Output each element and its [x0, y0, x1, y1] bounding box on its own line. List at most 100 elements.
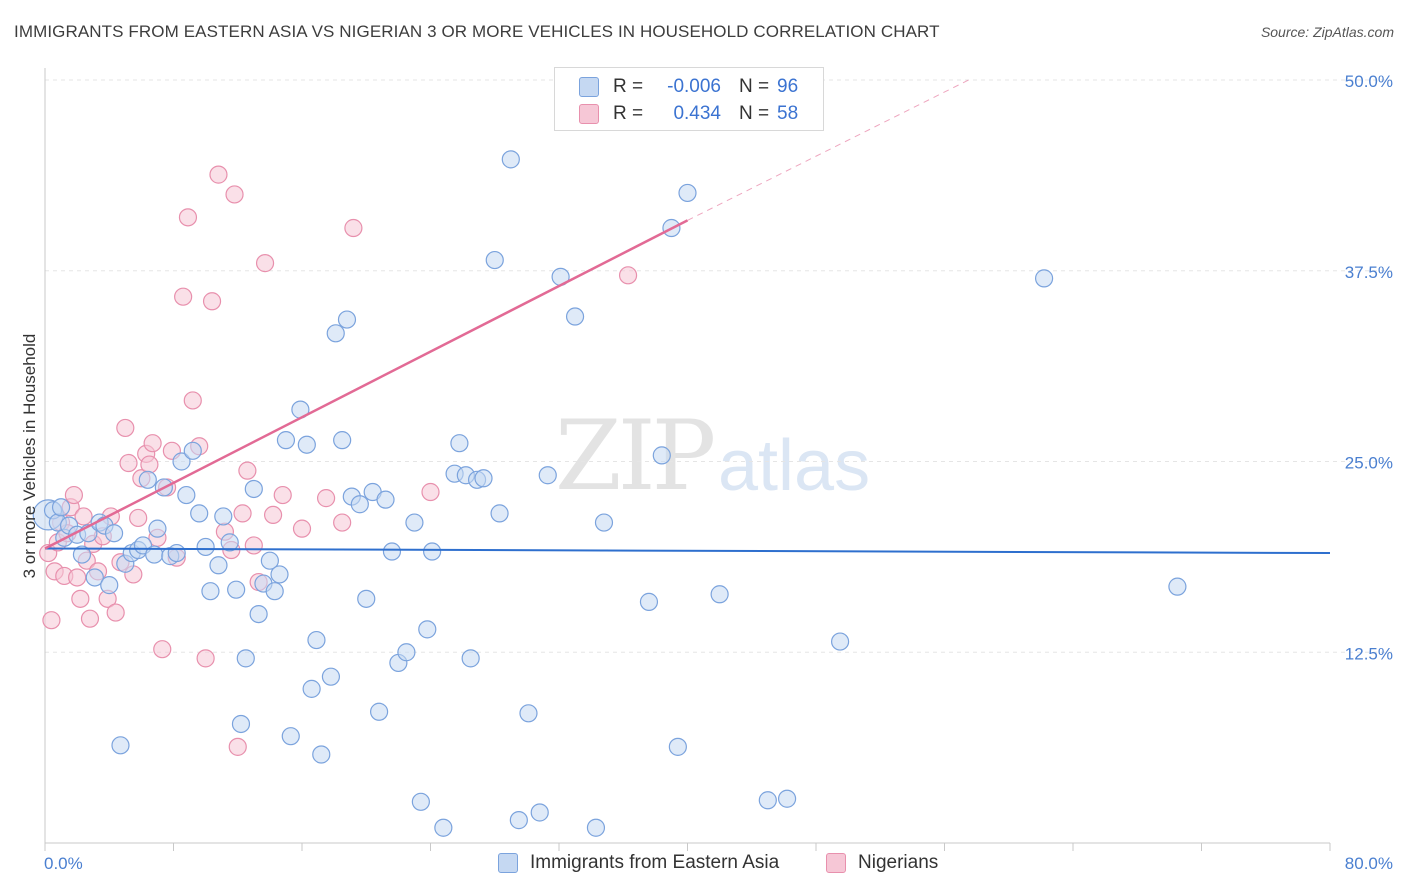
eastern-asia-point[interactable] [167, 543, 186, 563]
nigerian-point[interactable] [143, 434, 162, 453]
eastern-asia-point[interactable] [214, 507, 233, 526]
eastern-asia-point[interactable] [652, 446, 671, 465]
eastern-asia-point[interactable] [201, 582, 220, 601]
nigerian-point[interactable] [202, 292, 222, 311]
eastern-asia-point[interactable] [639, 592, 659, 611]
eastern-asia-point[interactable] [509, 811, 528, 830]
nigerian-point[interactable] [333, 513, 352, 532]
eastern-asia-point[interactable] [260, 551, 279, 570]
eastern-asia-point[interactable] [594, 513, 614, 532]
eastern-asia-point[interactable] [758, 791, 777, 810]
eastern-asia-point[interactable] [312, 745, 331, 764]
eastern-asia-point[interactable] [104, 524, 124, 543]
nigerian-point[interactable] [316, 489, 336, 508]
eastern-asia-point[interactable] [1168, 577, 1187, 596]
eastern-asia-point[interactable] [357, 589, 376, 608]
nigerian-point[interactable] [225, 185, 244, 204]
eastern-asia-point[interactable] [183, 441, 202, 460]
nigerian-point[interactable] [228, 737, 247, 756]
nigerian-point[interactable] [178, 208, 198, 227]
nigerian-point[interactable] [238, 461, 257, 480]
eastern-asia-point[interactable] [397, 643, 416, 662]
nigerian-point[interactable] [74, 507, 93, 526]
eastern-asia-point[interactable] [270, 565, 289, 584]
eastern-asia-point[interactable] [668, 737, 687, 756]
eastern-asia-point[interactable] [220, 533, 239, 552]
nigerian-point[interactable] [292, 519, 312, 538]
nigerian-point[interactable] [183, 391, 202, 410]
eastern-asia-point[interactable] [72, 545, 92, 564]
eastern-asia-point[interactable] [485, 250, 504, 270]
eastern-asia-point[interactable] [51, 498, 71, 517]
eastern-asia-point[interactable] [172, 452, 191, 471]
eastern-asia-point[interactable] [830, 632, 850, 651]
eastern-asia-point[interactable] [423, 542, 442, 561]
nigerian-point[interactable] [209, 165, 228, 184]
eastern-asia-point[interactable] [710, 585, 729, 604]
nigerian-point[interactable] [64, 485, 84, 505]
eastern-asia-point[interactable] [586, 818, 606, 837]
eastern-asia-point[interactable] [474, 469, 493, 488]
nigerian-point[interactable] [233, 504, 252, 523]
eastern-asia-point[interactable] [490, 504, 509, 523]
eastern-asia-point[interactable] [231, 714, 251, 734]
nigerian-point[interactable] [129, 508, 148, 528]
eastern-asia-point[interactable] [321, 667, 341, 686]
eastern-asia-point[interactable] [501, 150, 520, 169]
nigerian-point[interactable] [80, 609, 100, 628]
nigerian-point[interactable] [618, 266, 638, 285]
nigerian-point[interactable] [153, 640, 172, 659]
eastern-asia-point[interactable] [434, 818, 453, 837]
eastern-asia-point[interactable] [418, 620, 437, 639]
eastern-asia-point[interactable] [777, 789, 797, 808]
eastern-asia-point[interactable] [411, 792, 430, 811]
eastern-asia-point[interactable] [538, 466, 557, 485]
eastern-asia-point[interactable] [326, 324, 345, 343]
bottom-legend-nigerians[interactable]: Nigerians [826, 852, 938, 874]
eastern-asia-point[interactable] [244, 479, 263, 499]
eastern-asia-point[interactable] [370, 702, 389, 721]
nigerian-point[interactable] [196, 649, 215, 668]
nigerian-point[interactable] [42, 611, 61, 630]
eastern-asia-point[interactable] [519, 704, 538, 723]
nigerian-point[interactable] [174, 287, 193, 306]
eastern-asia-point[interactable] [265, 582, 284, 601]
nigerian-point[interactable] [421, 482, 440, 502]
eastern-asia-point[interactable] [281, 727, 300, 746]
eastern-asia-point[interactable] [177, 485, 196, 505]
eastern-asia-point[interactable] [405, 513, 424, 532]
nigerian-point[interactable] [244, 536, 263, 555]
nigerian-point[interactable] [255, 254, 275, 273]
eastern-asia-point[interactable] [461, 649, 480, 668]
eastern-asia-point[interactable] [196, 537, 215, 557]
eastern-asia-point[interactable] [337, 310, 357, 329]
eastern-asia-point[interactable] [190, 504, 209, 523]
eastern-asia-point[interactable] [276, 431, 296, 450]
eastern-asia-point[interactable] [209, 556, 228, 575]
eastern-asia-point[interactable] [148, 519, 167, 538]
eastern-asia-point[interactable] [382, 542, 402, 561]
nigerian-point[interactable] [344, 218, 363, 238]
eastern-asia-point[interactable] [1034, 269, 1054, 288]
eastern-asia-point[interactable] [138, 470, 157, 489]
nigerian-point[interactable] [116, 418, 135, 438]
eastern-asia-point[interactable] [350, 495, 369, 514]
eastern-asia-point[interactable] [565, 307, 585, 326]
eastern-asia-point[interactable] [227, 580, 246, 599]
eastern-asia-point[interactable] [297, 435, 316, 454]
eastern-asia-point[interactable] [307, 630, 326, 650]
eastern-asia-point[interactable] [678, 183, 697, 203]
eastern-asia-point[interactable] [530, 803, 549, 822]
eastern-asia-point[interactable] [236, 649, 255, 668]
eastern-asia-point[interactable] [85, 568, 104, 587]
nigerian-point[interactable] [263, 505, 283, 525]
nigerian-point[interactable] [140, 455, 159, 474]
nigerian-point[interactable] [71, 589, 90, 608]
eastern-asia-point[interactable] [249, 604, 268, 624]
nigerian-point[interactable] [119, 453, 138, 473]
eastern-asia-point[interactable] [376, 490, 395, 509]
eastern-asia-point[interactable] [111, 736, 130, 755]
eastern-asia-point[interactable] [100, 576, 119, 595]
bottom-legend-eastern-asia[interactable]: Immigrants from Eastern Asia [498, 852, 779, 874]
eastern-asia-point[interactable] [450, 434, 469, 453]
